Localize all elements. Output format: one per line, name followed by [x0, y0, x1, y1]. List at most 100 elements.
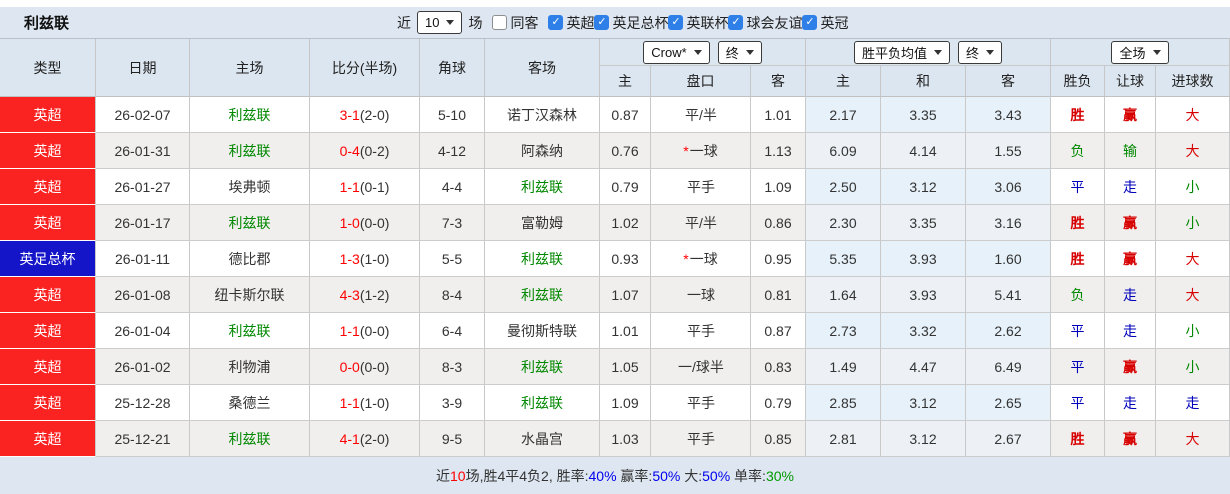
cell-score: 1-3 (1-0) [310, 241, 420, 277]
cell-league-type: 英超 [0, 277, 96, 313]
cell-handicap-result: 走 [1105, 169, 1156, 205]
cell-odds-away: 0.81 [751, 277, 806, 313]
league-checkbox-friendly[interactable]: ✓ 球会友谊 [728, 13, 802, 33]
top-strip [0, 0, 1230, 7]
cell-avg-home: 6.09 [806, 133, 881, 169]
cell-handicap-line: 平手 [651, 313, 751, 349]
league-checkbox-league-cup[interactable]: ✓ 英联杯 [668, 13, 728, 33]
checkbox-unchecked-icon [492, 15, 508, 30]
cell-score: 4-3 (1-2) [310, 277, 420, 313]
cell-date: 26-01-31 [96, 133, 190, 169]
cell-goals-result: 小 [1156, 349, 1230, 385]
cell-home-team: 德比郡 [190, 241, 310, 277]
table-header: 类型 日期 主场 比分(半场) 角球 客场 Crow* 终 胜平负均值 [0, 38, 1230, 97]
cell-result: 平 [1051, 169, 1105, 205]
chevron-down-icon [446, 20, 455, 25]
cell-odds-home: 1.07 [600, 277, 651, 313]
bookmaker-select[interactable]: Crow* [643, 40, 710, 64]
cell-handicap-result: 走 [1105, 385, 1156, 421]
cell-avg-away: 2.62 [966, 313, 1051, 349]
handicap-text: 平手 [687, 430, 715, 447]
chevron-down-icon [1152, 49, 1161, 55]
cell-home-team: 纽卡斯尔联 [190, 277, 310, 313]
cell-league-type: 英超 [0, 97, 96, 133]
cell-odds-away: 1.09 [751, 169, 806, 205]
league-label: 球会友谊 [746, 14, 803, 31]
league-checkbox-premier[interactable]: ✓ 英超 [548, 13, 594, 33]
cell-odds-home: 0.93 [600, 241, 651, 277]
cell-handicap-line: 平/半 [651, 97, 751, 133]
avg-time-select[interactable]: 终 [958, 40, 1003, 64]
cell-odds-away: 0.83 [751, 349, 806, 385]
handicap-star: * [683, 142, 689, 159]
cell-avg-home: 2.81 [806, 421, 881, 457]
scope-select[interactable]: 全场 [1111, 40, 1169, 64]
top-bar: 利兹联 近 10 场 同客 ✓ 英超 ✓ 英足总杯 ✓ 英联杯 [0, 7, 1230, 38]
cell-handicap-result: 赢 [1105, 205, 1156, 241]
header-col-avg-draw: 和 [881, 66, 966, 97]
cell-corners: 9-5 [420, 421, 485, 457]
cell-goals-result: 小 [1156, 169, 1230, 205]
cell-avg-away: 1.60 [966, 241, 1051, 277]
score-halftime: (1-2) [359, 286, 390, 303]
cell-corners: 6-4 [420, 313, 485, 349]
recent-count-select[interactable]: 10 [417, 11, 463, 34]
cell-odds-home: 1.02 [600, 205, 651, 241]
cell-avg-home: 5.35 [806, 241, 881, 277]
cell-away-team: 诺丁汉森林 [485, 97, 600, 133]
league-label: 英冠 [820, 14, 849, 31]
score-fulltime: 0-0 [339, 358, 360, 375]
score-fulltime: 1-3 [339, 250, 360, 267]
cell-score: 0-0 (0-0) [310, 349, 420, 385]
odds-time-select[interactable]: 终 [717, 40, 762, 64]
cell-league-type: 英超 [0, 349, 96, 385]
table-row: 英超 26-01-17 利兹联 1-0 (0-0) 7-3 富勒姆 1.02 平/… [0, 205, 1230, 241]
same-opponent-checkbox[interactable]: 同客 [492, 13, 538, 33]
handicap-text: 平手 [687, 178, 715, 195]
cell-score: 0-4 (0-2) [310, 133, 420, 169]
cell-home-team: 埃弗顿 [190, 169, 310, 205]
cell-odds-home: 1.09 [600, 385, 651, 421]
cell-result: 胜 [1051, 97, 1105, 133]
cell-result: 负 [1051, 133, 1105, 169]
cell-handicap-result: 赢 [1105, 241, 1156, 277]
cell-avg-draw: 3.35 [881, 205, 966, 241]
cell-handicap-result: 走 [1105, 277, 1156, 313]
recent-label: 近 [397, 14, 411, 31]
handicap-text: 一球 [687, 286, 715, 303]
league-checkbox-championship[interactable]: ✓ 英冠 [802, 13, 848, 33]
recent-count-value: 10 [425, 15, 440, 30]
handicap-text: 平/半 [685, 106, 717, 123]
cell-odds-away: 0.87 [751, 313, 806, 349]
chevron-down-icon [693, 49, 702, 55]
cell-away-team: 利兹联 [485, 169, 600, 205]
avg-odds-select[interactable]: 胜平负均值 [853, 40, 950, 64]
summary-text: 近10场,胜4平4负2, 胜率:40% 赢率:50% 大:50% 单率:30% [436, 468, 794, 484]
table-row: 英超 26-01-08 纽卡斯尔联 4-3 (1-2) 8-4 利兹联 1.07 … [0, 277, 1230, 313]
cell-away-team: 曼彻斯特联 [485, 313, 600, 349]
check-icon: ✓ [551, 16, 561, 28]
cell-avg-draw: 3.12 [881, 385, 966, 421]
cell-odds-home: 1.01 [600, 313, 651, 349]
cell-corners: 3-9 [420, 385, 485, 421]
cell-handicap-result: 走 [1105, 313, 1156, 349]
header-col-result: 胜负 [1051, 66, 1105, 97]
cell-date: 25-12-28 [96, 385, 190, 421]
odds-time-select-value: 终 [725, 45, 739, 61]
league-label: 英足总杯 [612, 14, 669, 31]
avg-time-select-value: 终 [966, 45, 980, 61]
cell-avg-away: 2.67 [966, 421, 1051, 457]
chevron-down-icon [934, 49, 942, 55]
handicap-text: 平/半 [685, 214, 717, 231]
table-row: 英足总杯 26-01-11 德比郡 1-3 (1-0) 5-5 利兹联 0.93 … [0, 241, 1230, 277]
cell-avg-away: 5.41 [966, 277, 1051, 313]
league-checkbox-fa-cup[interactable]: ✓ 英足总杯 [594, 13, 668, 33]
cell-league-type: 英超 [0, 169, 96, 205]
cell-handicap-line: 平手 [651, 421, 751, 457]
table-row: 英超 26-02-07 利兹联 3-1 (2-0) 5-10 诺丁汉森林 0.87… [0, 97, 1230, 133]
league-label: 英超 [566, 14, 595, 31]
cell-avg-home: 1.64 [806, 277, 881, 313]
cell-away-team: 水晶宫 [485, 421, 600, 457]
cell-corners: 4-4 [420, 169, 485, 205]
